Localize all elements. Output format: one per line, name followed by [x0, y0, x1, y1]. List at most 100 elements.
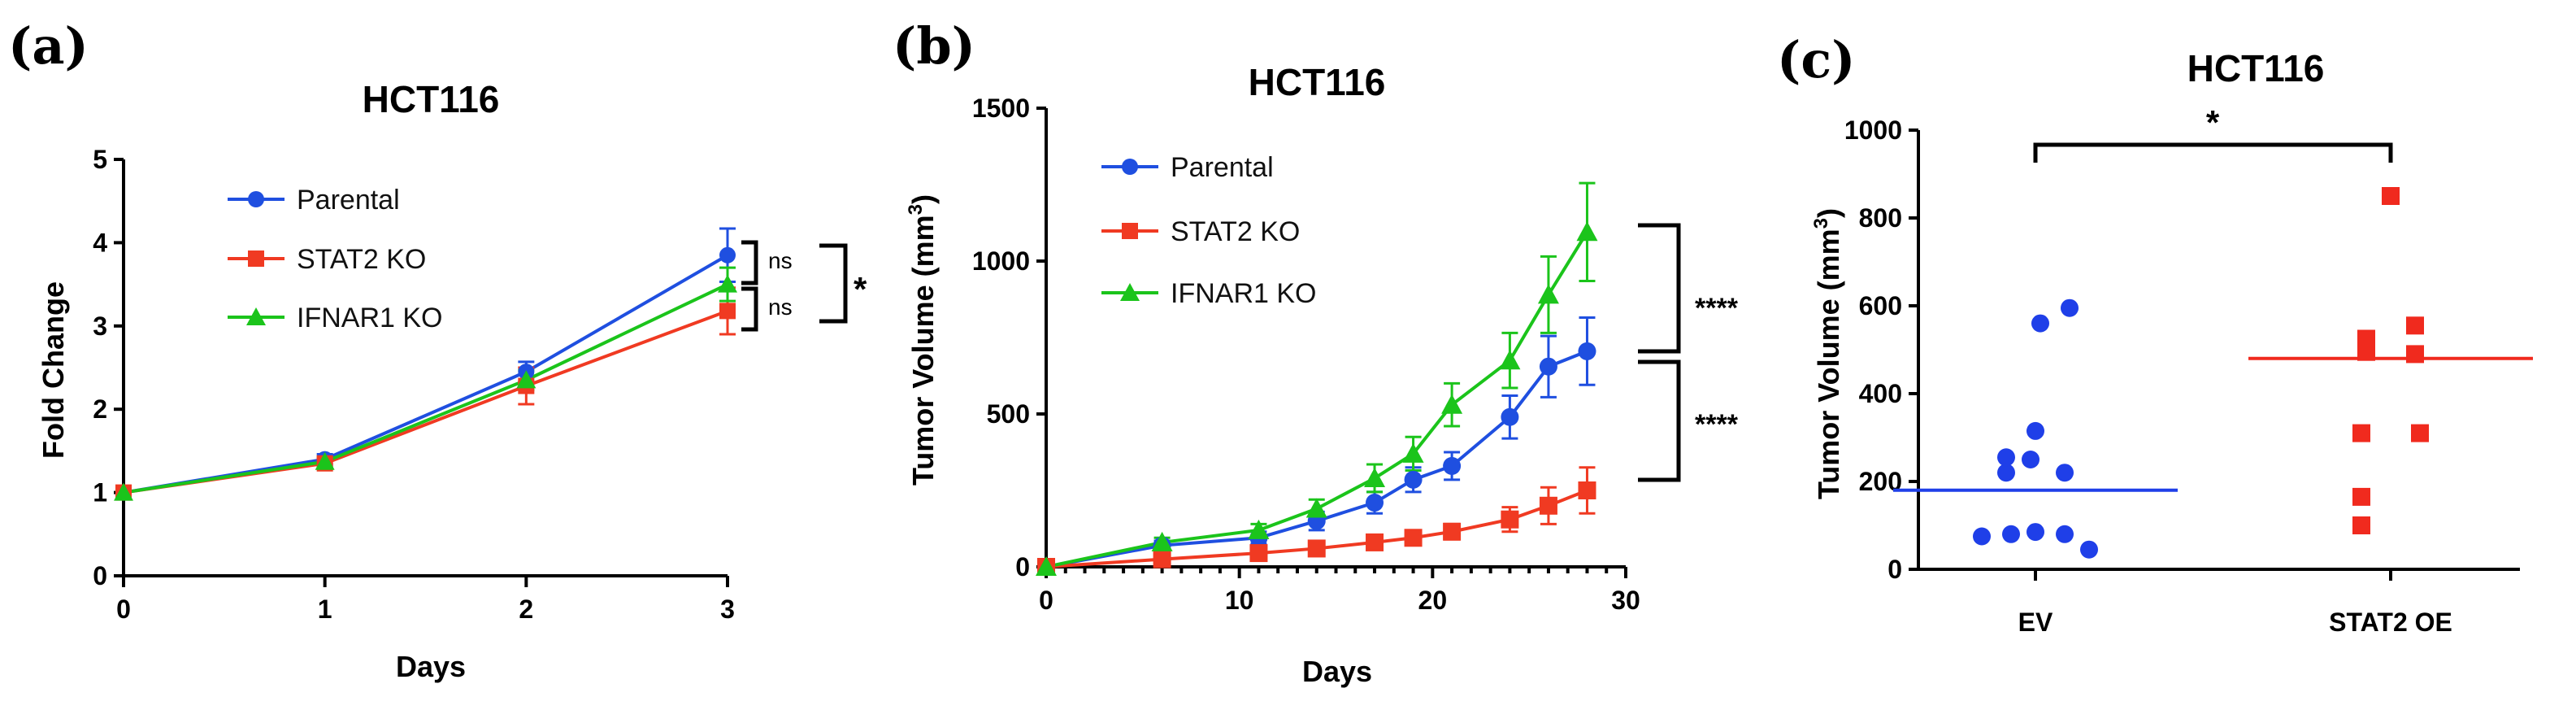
chart-b-point-parental: [1404, 470, 1423, 489]
panel-a-chart: HCT116 Days Fold Change 0 1 2 3 4 5 0 1 2 3 Paren…: [37, 78, 867, 683]
chart-a-legend: Parental STAT2 KO IFNAR1 KO: [228, 185, 442, 333]
chart-b-point-stat2-ko: [1249, 544, 1268, 563]
chart-a-x-tick-label: 3: [720, 595, 735, 624]
chart-b-point-stat2-ko: [1578, 481, 1596, 499]
sig-bracket-upper: [741, 240, 758, 285]
sig-bracket-b-upper: [1638, 223, 1681, 354]
chart-b-point-stat2-ko: [1153, 550, 1171, 568]
chart-a-point-ifnar1-ko: [114, 482, 133, 501]
legend-label-stat2-ko-b: STAT2 KO: [1171, 216, 1300, 247]
legend-item-stat2-ko: STAT2 KO: [228, 244, 426, 275]
legend-label-ifnar1-ko: IFNAR1 KO: [297, 303, 442, 333]
chart-a-ylabel: Fold Change: [37, 281, 70, 459]
chart-a-point-stat2-ko: [719, 303, 736, 320]
chart-a-title: HCT116: [363, 78, 500, 120]
chart-c-point-stat2-oe: [2406, 345, 2424, 364]
chart-c-significance: *: [2033, 103, 2393, 163]
chart-a-y-tick-label: 3: [93, 311, 107, 341]
chart-c-point-ev: [2026, 523, 2044, 542]
legend-item-ifnar1-ko-b: IFNAR1 KO: [1101, 278, 1316, 309]
chart-b-x-tick-label: 0: [1039, 586, 1053, 615]
chart-b-point-stat2-ko: [1501, 510, 1519, 529]
chart-b-point-ifnar1-ko: [1364, 467, 1386, 487]
panel-b-chart: HCT116 Days Tumor Volume (mm3) 0 500 1000 1…: [905, 61, 1739, 688]
legend-marker-parental-b: [1122, 159, 1138, 175]
chart-a-point-ifnar1-ko: [718, 274, 737, 293]
chart-b-point-ifnar1-ko: [1499, 350, 1521, 370]
chart-c-y-tick-label: 600: [1859, 291, 1902, 320]
chart-c-point-stat2-oe: [2411, 424, 2429, 442]
chart-c-point-ev: [2056, 464, 2074, 482]
legend-marker-parental: [248, 191, 264, 207]
sig-label-b-upper: ****: [1695, 293, 1739, 324]
sig-bracket-b-lower: [1638, 359, 1681, 482]
panel-label-a: (a): [8, 16, 89, 76]
chart-c-ylabel: Tumor Volume (mm3): [1810, 208, 1845, 499]
sig-label-star: *: [854, 270, 867, 308]
legend-item-parental-b: Parental: [1101, 152, 1274, 183]
chart-c-point-ev: [1973, 527, 1991, 546]
panel-label-b: (b): [893, 16, 975, 76]
chart-a-x-tick-label: 0: [116, 595, 131, 624]
chart-c-x-tick-label: EV: [2018, 608, 2053, 637]
legend-item-stat2-ko-b: STAT2 KO: [1101, 216, 1300, 247]
chart-a-point-ifnar1-ko: [315, 451, 335, 470]
chart-b-point-parental: [1366, 494, 1384, 512]
chart-b-y-tick-label: 0: [1015, 552, 1030, 582]
chart-b-point-stat2-ko: [1307, 539, 1326, 558]
chart-b-series-line-parental: [1045, 350, 1588, 568]
chart-c-point-stat2-oe: [2357, 342, 2375, 361]
chart-c-point-ev: [2080, 540, 2098, 559]
chart-b-series-line-stat2-ko: [1045, 489, 1588, 568]
chart-c-point-ev: [2061, 298, 2079, 317]
chart-a-point-parental: [719, 246, 736, 264]
chart-a-significance: ns ns *: [741, 240, 867, 332]
chart-a-y-tick-label: 1: [93, 478, 107, 507]
chart-c-point-stat2-oe: [2382, 187, 2400, 205]
chart-a-y-tick-label: 4: [93, 228, 107, 257]
chart-b-point-parental: [1501, 407, 1519, 426]
chart-b-ylabel: Tumor Volume (mm3): [905, 194, 940, 486]
chart-a-point-ifnar1-ko: [516, 370, 536, 389]
chart-c-point-stat2-oe: [2352, 487, 2370, 506]
chart-b-point-ifnar1-ko: [1305, 498, 1327, 518]
chart-c-point-stat2-oe: [2352, 516, 2370, 534]
sig-label-ns-lower: ns: [768, 294, 793, 320]
legend-label-ifnar1-ko-b: IFNAR1 KO: [1171, 278, 1316, 309]
chart-a-y-tick-label: 5: [93, 145, 107, 174]
sig-label-b-lower: ****: [1695, 409, 1739, 440]
chart-c-point-ev: [2002, 525, 2020, 543]
chart-a-series-line-stat2-ko: [123, 309, 728, 494]
chart-b-point-ifnar1-ko: [1576, 221, 1598, 242]
legend-item-ifnar1-ko: IFNAR1 KO: [228, 303, 442, 333]
sig-bracket-outer: [819, 243, 848, 324]
chart-b-y-tick-label: 500: [987, 399, 1030, 429]
chart-b-x-tick-label: 20: [1418, 586, 1448, 615]
chart-b-point-parental: [1539, 357, 1557, 376]
legend-marker-stat2-ko: [248, 250, 264, 267]
chart-b-point-stat2-ko: [1404, 529, 1423, 547]
chart-c-title: HCT116: [2187, 47, 2325, 89]
chart-a-y-tick-label: 2: [93, 394, 107, 424]
chart-b-point-ifnar1-ko: [1248, 519, 1270, 539]
chart-b-point-ifnar1-ko: [1151, 531, 1173, 551]
legend-label-parental-b: Parental: [1171, 152, 1274, 183]
legend-marker-stat2-ko-b: [1122, 223, 1138, 239]
legend-marker-ifnar1-ko-b: [1120, 283, 1140, 301]
panel-label-c: (c): [1777, 30, 1855, 89]
chart-c-y-tick-label: 800: [1859, 203, 1902, 233]
chart-c-y-tick-label: 400: [1859, 379, 1902, 408]
chart-b-title: HCT116: [1249, 61, 1386, 103]
legend-label-stat2-ko: STAT2 KO: [297, 244, 426, 275]
chart-a-xlabel: Days: [396, 650, 466, 683]
chart-b-series-line-ifnar1-ko: [1045, 231, 1589, 568]
chart-b-xlabel: Days: [1302, 655, 1372, 688]
chart-b-point-ifnar1-ko: [1036, 556, 1057, 576]
chart-a-series-line-parental: [123, 254, 729, 494]
chart-c-point-ev: [2031, 314, 2049, 333]
chart-c-point-ev: [2056, 525, 2074, 543]
chart-b-x-tick-label: 10: [1225, 586, 1254, 615]
chart-a-y-tick-label: 0: [93, 561, 107, 590]
chart-c-point-ev: [2022, 451, 2040, 468]
chart-b-legend: Parental STAT2 KO IFNAR1 KO: [1101, 152, 1316, 309]
